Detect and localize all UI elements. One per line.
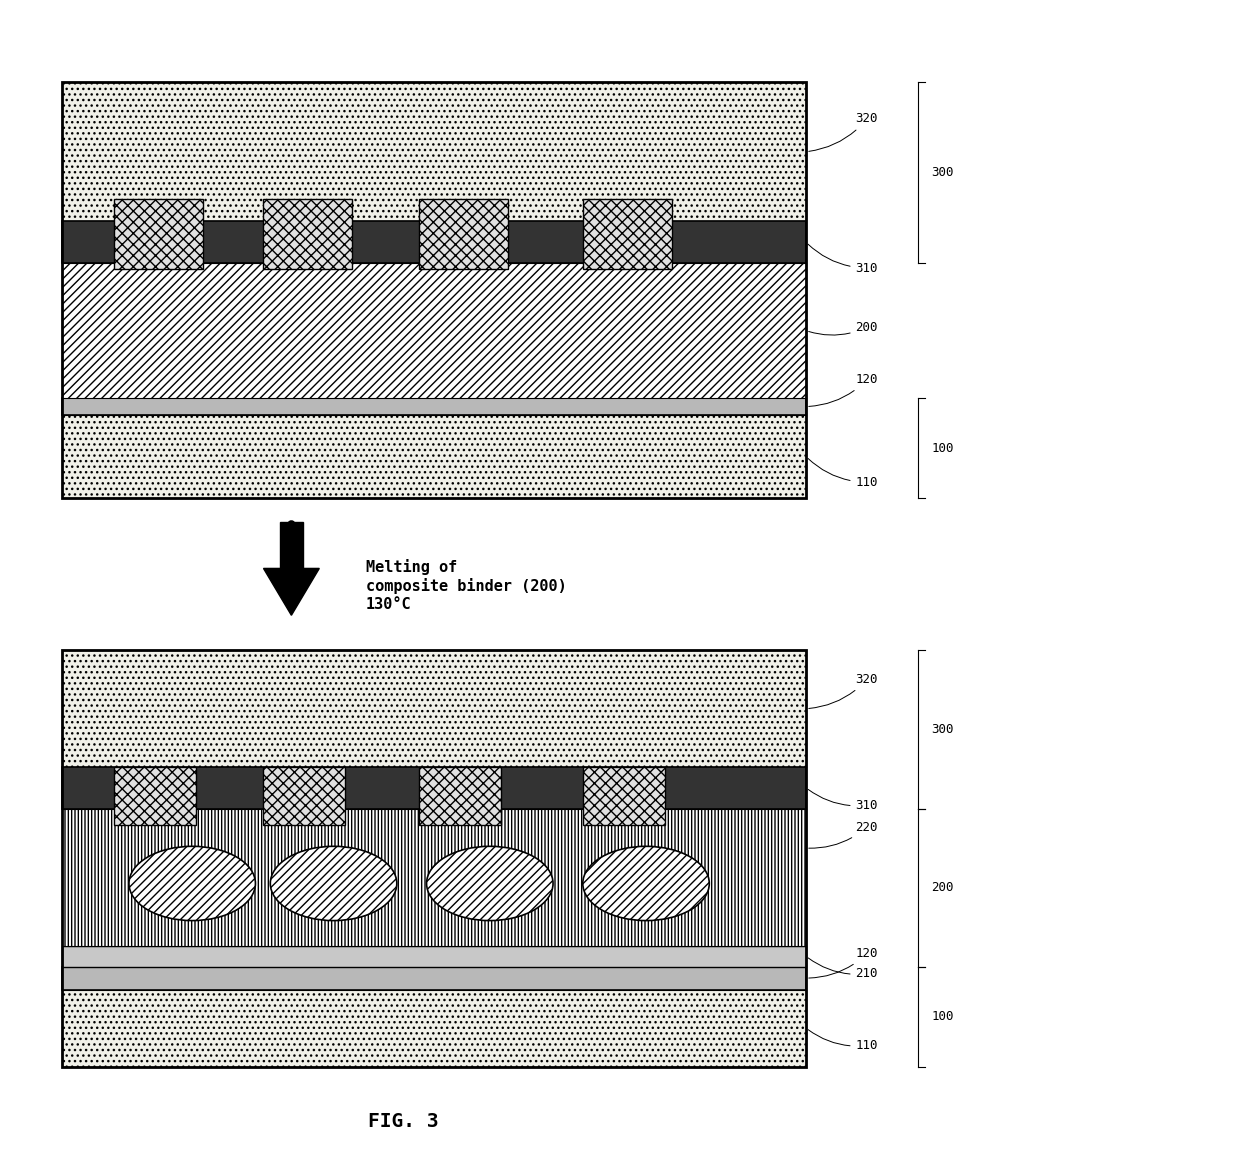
Bar — [583, 766, 665, 825]
Bar — [62, 415, 806, 498]
Text: 310: 310 — [808, 790, 878, 812]
Text: 320: 320 — [808, 673, 878, 709]
Text: composite binder (200): composite binder (200) — [366, 578, 567, 594]
Text: 120: 120 — [808, 947, 878, 979]
Text: 320: 320 — [808, 113, 878, 151]
Bar — [62, 222, 806, 263]
Text: Melting of: Melting of — [366, 559, 458, 575]
Polygon shape — [263, 568, 320, 615]
Text: 200: 200 — [931, 881, 954, 894]
Bar — [280, 522, 303, 568]
Text: 110: 110 — [808, 458, 878, 489]
Bar — [62, 263, 806, 398]
Bar — [263, 766, 345, 825]
Bar — [114, 766, 196, 825]
Text: 220: 220 — [808, 820, 878, 849]
Bar — [62, 82, 806, 222]
Text: 310: 310 — [808, 244, 878, 274]
Bar — [419, 198, 508, 270]
Bar — [62, 398, 806, 415]
Text: 210: 210 — [808, 958, 878, 980]
Text: 200: 200 — [808, 321, 878, 335]
Ellipse shape — [270, 846, 397, 920]
Text: 300: 300 — [931, 723, 954, 736]
Bar — [62, 650, 806, 1067]
Bar — [62, 946, 806, 967]
Ellipse shape — [129, 846, 255, 920]
Text: FIG. 3: FIG. 3 — [368, 1112, 438, 1131]
Text: 120: 120 — [808, 373, 878, 407]
Bar — [62, 967, 806, 989]
Bar — [62, 989, 806, 1067]
Text: 100: 100 — [931, 442, 954, 455]
Bar — [62, 82, 806, 498]
Bar — [62, 766, 806, 809]
Text: 130°C: 130°C — [366, 598, 412, 612]
Ellipse shape — [427, 846, 553, 920]
Text: 110: 110 — [808, 1030, 878, 1052]
Bar — [583, 198, 672, 270]
Bar — [114, 198, 203, 270]
Text: 300: 300 — [931, 166, 954, 179]
Bar — [62, 809, 806, 946]
Bar — [419, 766, 501, 825]
Bar — [263, 198, 352, 270]
Text: 100: 100 — [931, 1010, 954, 1023]
Bar — [62, 650, 806, 766]
Ellipse shape — [583, 846, 709, 920]
